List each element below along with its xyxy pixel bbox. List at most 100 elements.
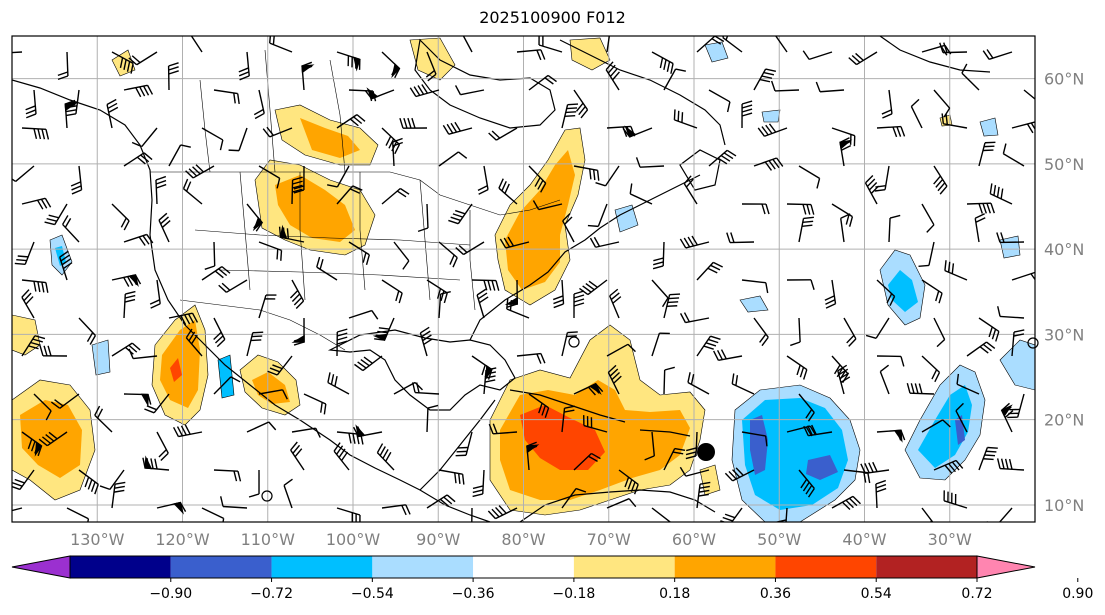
wind-barb (848, 51, 878, 66)
wind-barb (651, 51, 674, 74)
wind-barb (185, 328, 203, 357)
wind-barb (824, 279, 837, 309)
wind-barb (683, 175, 698, 205)
wind-barb (786, 355, 808, 380)
wind-barb (561, 103, 579, 129)
wind-barb (573, 290, 585, 319)
wind-barb (741, 203, 770, 215)
wind-barb (248, 469, 260, 498)
wind-barb (798, 393, 815, 422)
wind-barb (111, 481, 126, 509)
wind-barb (499, 236, 530, 249)
wind-barb (399, 117, 428, 129)
wind-barb (726, 232, 755, 244)
wind-barb (336, 328, 348, 357)
wind-barb (158, 212, 171, 243)
wind-barb (696, 481, 711, 509)
wind-barb (12, 507, 23, 512)
colorbar (11, 555, 1079, 582)
wind-barb (64, 99, 78, 129)
wind-barb (213, 376, 241, 395)
wind-barb (837, 364, 851, 395)
wind-barb (438, 469, 465, 485)
wind-barb (982, 49, 1013, 60)
wind-barb (933, 459, 964, 474)
wind-barb (293, 165, 305, 194)
wind-barb (673, 109, 698, 129)
wind-barb (618, 469, 639, 495)
wind-barb (989, 183, 1013, 205)
wind-barb (1002, 143, 1025, 167)
wind-barb (961, 63, 980, 91)
wind-barb (156, 501, 187, 515)
wind-barb (1000, 402, 1014, 433)
latitude-label: 30°N (1044, 325, 1084, 344)
wind-barb (21, 127, 50, 140)
wind-barb (561, 405, 575, 433)
wind-barb (381, 504, 411, 516)
wind-barb (583, 415, 608, 433)
wind-barb (722, 36, 743, 53)
wind-barb (798, 469, 815, 498)
wind-barb (876, 279, 896, 307)
wind-barb (62, 215, 80, 243)
wind-barb (185, 164, 215, 179)
wind-barb (906, 382, 935, 395)
map-title: 2025100900 F012 (479, 8, 626, 27)
wind-barb (933, 165, 948, 195)
wind-barb (506, 298, 530, 319)
colorbar-level-label: −0.90 (149, 586, 192, 602)
wind-barb (741, 279, 769, 294)
open-circle-marker (568, 336, 580, 348)
wind-barb (606, 36, 611, 53)
wind-barb (753, 68, 777, 91)
wind-barb (253, 89, 265, 120)
wind-barb (840, 213, 851, 243)
wind-barb (573, 452, 601, 471)
wind-barb (201, 507, 225, 522)
wind-barb (941, 113, 968, 129)
wind-barb (498, 178, 518, 205)
wind-barb (622, 125, 653, 138)
wind-barb (876, 355, 905, 367)
wind-barb (843, 469, 871, 484)
wind-barb (487, 505, 518, 520)
wind-barb (966, 341, 996, 357)
wind-barb (753, 157, 784, 171)
wind-barb (57, 51, 69, 81)
colorbar-level-label: −0.18 (552, 586, 595, 602)
wind-barb (685, 431, 698, 460)
colorbar-level-label: 0.54 (861, 586, 892, 602)
colorbar-extend-high (976, 555, 1036, 579)
wind-barb (629, 183, 653, 205)
colorbar-segment (372, 556, 474, 578)
wind-barb (921, 203, 935, 233)
wind-barb (168, 312, 199, 326)
longitude-label: 120°W (155, 530, 210, 549)
wind-barb (111, 51, 134, 74)
wind-barb (381, 51, 401, 79)
wind-barb (65, 89, 80, 117)
colorbar-segment (674, 556, 776, 578)
wind-barb (939, 42, 968, 54)
wind-barb (798, 216, 814, 243)
wind-barb (757, 123, 788, 137)
wind-barb (1023, 89, 1035, 113)
large-dot-marker (697, 443, 715, 461)
wind-barb (679, 235, 710, 249)
wind-barb (860, 461, 890, 475)
wind-barb (561, 487, 587, 509)
wind-barb (106, 98, 119, 129)
wind-barb (663, 68, 686, 91)
wind-barb (66, 507, 90, 522)
colorbar-level-label: −0.72 (250, 586, 293, 602)
wind-barb (974, 213, 986, 243)
wind-barb (438, 151, 468, 167)
wind-barb (327, 372, 350, 395)
wind-barb (1011, 271, 1035, 281)
colorbar-segment (775, 556, 877, 578)
wind-barb (258, 389, 288, 400)
wind-barb (708, 149, 737, 167)
wind-barb (888, 214, 901, 243)
wind-barb (213, 469, 242, 482)
